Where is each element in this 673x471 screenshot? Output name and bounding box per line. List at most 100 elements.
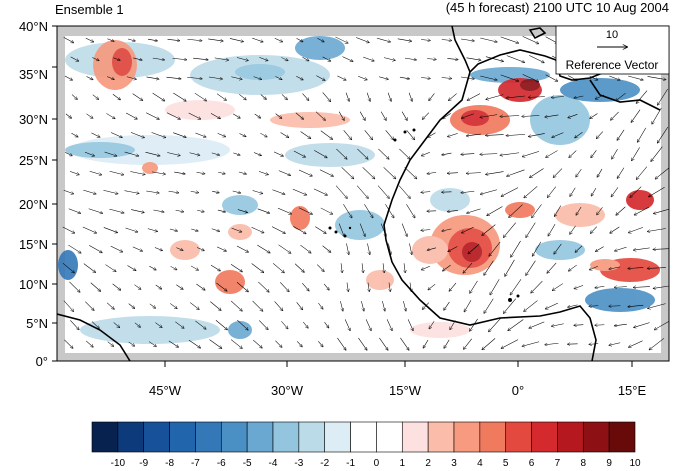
- wind-vector: [461, 191, 475, 192]
- wind-vector: [628, 267, 644, 268]
- wind-vector: [524, 186, 538, 197]
- wind-vector: [421, 152, 430, 155]
- wind-vector: [466, 133, 481, 136]
- colorbar-swatch: [195, 421, 222, 453]
- colorbar-label: -1: [346, 458, 355, 469]
- colorbar-swatch: [376, 421, 403, 453]
- wind-vector: [615, 246, 627, 251]
- wind-vector: [597, 168, 603, 177]
- wind-vector: [407, 319, 413, 330]
- wind-vector: [368, 282, 369, 292]
- wind-vector: [380, 223, 386, 237]
- wind-vector: [421, 265, 430, 270]
- map-panel: [57, 26, 669, 361]
- wind-vector: [106, 113, 114, 118]
- wind-vector: [86, 113, 92, 118]
- wind-vector: [148, 341, 156, 347]
- wind-vector: [484, 260, 494, 275]
- wind-vector: [175, 210, 184, 212]
- colorbar-swatch: [117, 421, 145, 453]
- wind-vector: [480, 154, 498, 155]
- wind-vector: [576, 168, 582, 177]
- wind-vector: [232, 191, 241, 193]
- wind-vector: [131, 209, 144, 213]
- wind-vector: [271, 226, 285, 234]
- wind-vector: [196, 172, 205, 174]
- wind-vector: [379, 337, 387, 350]
- wind-vector: [337, 75, 346, 80]
- wind-vector: [302, 57, 308, 60]
- wind-vector: [320, 130, 333, 140]
- wind-vector: [145, 151, 159, 156]
- wind-vector: [252, 300, 263, 311]
- colorbar-swatch: [453, 421, 481, 453]
- wind-vector: [152, 57, 165, 60]
- wind-vector: [233, 152, 240, 155]
- wind-vector: [318, 302, 322, 309]
- colorbar-label: 7: [555, 458, 561, 469]
- wind-vector: [130, 132, 144, 137]
- wind-vector: [357, 148, 368, 159]
- wind-vector: [648, 303, 666, 309]
- wind-vector: [545, 343, 559, 344]
- colorbar-swatch: [91, 421, 119, 453]
- wind-vector: [378, 148, 389, 159]
- wind-vector: [358, 337, 366, 350]
- wind-vector: [504, 298, 516, 314]
- wind-vector: [647, 228, 666, 231]
- wind-vector: [70, 320, 79, 329]
- wind-vector: [70, 56, 79, 61]
- wind-vector: [167, 152, 180, 155]
- wind-vector: [404, 167, 417, 178]
- wind-vector: [281, 57, 288, 60]
- wind-vector: [651, 146, 663, 162]
- wind-vector: [506, 55, 525, 63]
- wind-vector: [272, 189, 284, 195]
- lon-label-15e: 15°E: [618, 383, 647, 398]
- wind-vector: [280, 282, 289, 291]
- wind-vector: [522, 341, 540, 347]
- colorbar-swatch: [608, 421, 636, 453]
- wind-vector: [168, 191, 179, 193]
- wind-vector: [568, 114, 578, 117]
- lat-label-40n: 40°N: [19, 19, 48, 34]
- colorbar-label: 4: [477, 458, 483, 469]
- wind-vector: [343, 204, 351, 218]
- wind-vector: [314, 150, 327, 157]
- wind-vector: [464, 300, 472, 311]
- colorbar-label: -5: [243, 458, 252, 469]
- wind-vector: [281, 94, 287, 99]
- wind-vector: [217, 210, 225, 212]
- wind-vector: [383, 263, 384, 272]
- wind-vector: [63, 300, 74, 312]
- wind-vector: [403, 301, 406, 311]
- colorbar-swatch: [272, 421, 300, 453]
- wind-vector: [427, 247, 437, 250]
- wind-vector: [146, 190, 159, 193]
- wind-vector: [482, 338, 496, 349]
- wind-vector: [210, 301, 221, 311]
- wind-vector: [575, 245, 583, 253]
- wind-vector: [128, 341, 135, 346]
- wind-vector: [530, 168, 544, 178]
- wind-vector: [631, 109, 641, 123]
- wind-vector: [468, 244, 480, 253]
- wind-vector: [617, 129, 625, 140]
- wind-vector: [611, 111, 619, 120]
- wind-vector: [64, 152, 72, 155]
- colorbar-label: 1: [400, 458, 406, 469]
- wind-vector: [628, 227, 643, 232]
- wind-vector: [383, 167, 396, 178]
- lat-label-15n: 15°N: [19, 237, 48, 252]
- wind-vector: [236, 282, 248, 292]
- wind-vector: [480, 37, 497, 42]
- colorbar-swatch: [324, 421, 351, 453]
- wind-vector: [448, 133, 458, 136]
- wind-vector: [647, 76, 666, 79]
- wind-vector: [397, 38, 412, 41]
- wind-vector: [611, 187, 619, 196]
- wind-vector: [345, 92, 349, 101]
- wind-vector: [386, 319, 392, 330]
- wind-vector: [252, 339, 262, 348]
